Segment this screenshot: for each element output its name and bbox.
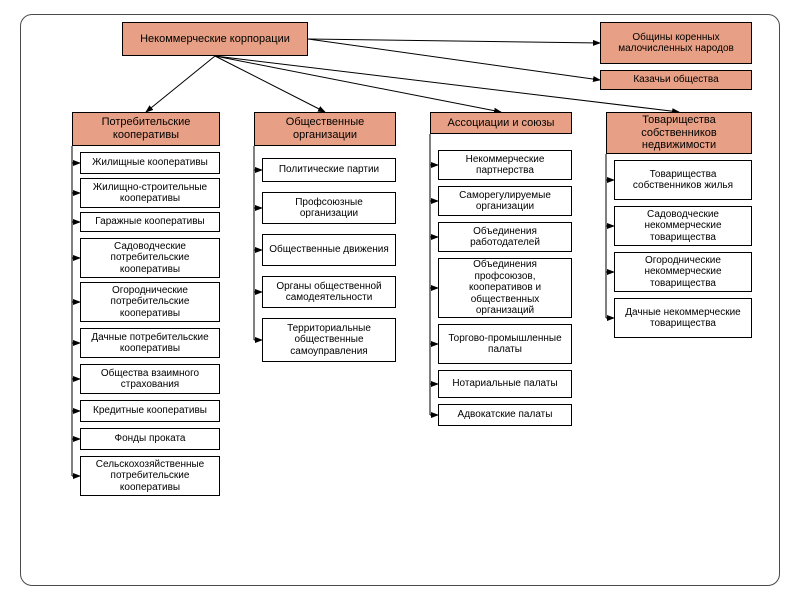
child-box: Товарищества собственников жилья — [614, 160, 752, 200]
child-box: Адвокатские палаты — [438, 404, 572, 426]
child-box: Кредитные кооперативы — [80, 400, 220, 422]
child-box: Фонды проката — [80, 428, 220, 450]
child-box: Объединения работодателей — [438, 222, 572, 252]
child-box: Общества взаимного страхования — [80, 364, 220, 394]
child-box: Огороднические некоммерческие товарищест… — [614, 252, 752, 292]
child-box: Территориальные общественные самоуправле… — [262, 318, 396, 362]
child-box: Политические партии — [262, 158, 396, 182]
child-box: Общественные движения — [262, 234, 396, 266]
child-box: Садоводческие потребительские кооператив… — [80, 238, 220, 278]
child-box: Огороднические потребительские кооперати… — [80, 282, 220, 322]
category-header-consumer: Потребительские кооперативы — [72, 112, 220, 146]
category-header-public: Общественные организации — [254, 112, 396, 146]
child-box: Жилищно-строительные кооперативы — [80, 178, 220, 208]
root-box: Некоммерческие корпорации — [122, 22, 308, 56]
child-box: Органы общественной самодеятельности — [262, 276, 396, 308]
child-box: Торгово-промышленные палаты — [438, 324, 572, 364]
child-box: Профсоюзные организации — [262, 192, 396, 224]
child-box: Гаражные кооперативы — [80, 212, 220, 232]
child-box: Нотариальные палаты — [438, 370, 572, 398]
child-box: Дачные некоммерческие товарищества — [614, 298, 752, 338]
category-header-assoc: Ассоциации и союзы — [430, 112, 572, 134]
child-box: Сельскохозяйственные потребительские коо… — [80, 456, 220, 496]
child-box: Объединения профсоюзов, кооперативов и о… — [438, 258, 572, 318]
child-box: Саморегулируемые организации — [438, 186, 572, 216]
child-box: Жилищные кооперативы — [80, 152, 220, 174]
side-box-cossack: Казачьи общества — [600, 70, 752, 90]
child-box: Некоммерческие партнерства — [438, 150, 572, 180]
category-header-realestate: Товарищества собственников недвижимости — [606, 112, 752, 154]
side-box-indigenous: Общины коренных малочисленных народов — [600, 22, 752, 64]
child-box: Дачные потребительские кооперативы — [80, 328, 220, 358]
child-box: Садоводческие некоммерческие товариществ… — [614, 206, 752, 246]
